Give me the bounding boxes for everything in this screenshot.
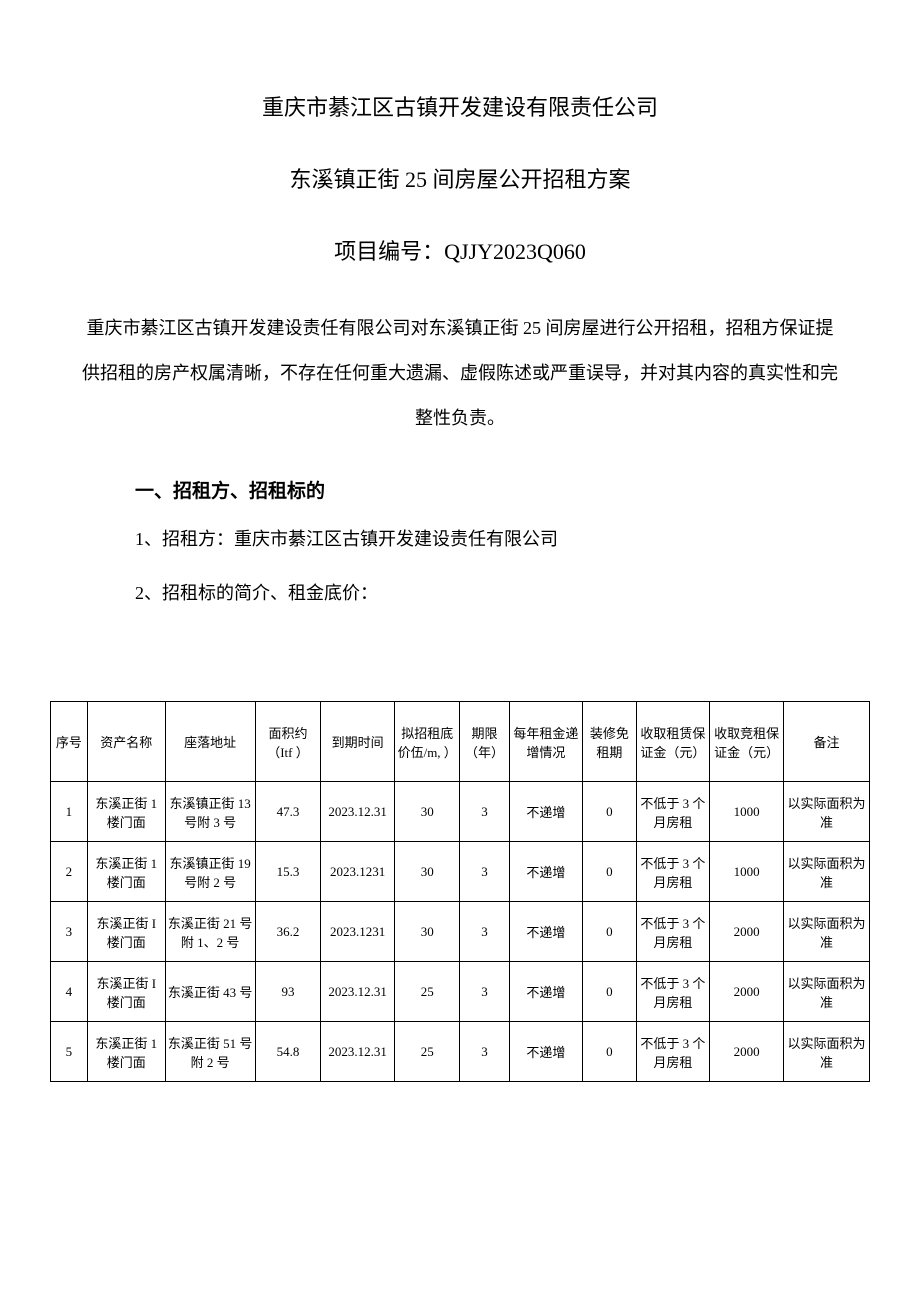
table-cell: 东溪正街 51 号附 2 号 <box>165 1022 255 1082</box>
table-cell: 2000 <box>710 902 784 962</box>
table-cell: 3 <box>460 782 509 842</box>
table-cell: 不递增 <box>509 962 583 1022</box>
doc-title: 东溪镇正街 25 间房屋公开招租方案 <box>50 162 870 194</box>
table-cell: 东溪正街 21 号附 1、2 号 <box>165 902 255 962</box>
table-header-row: 序号 资产名称 座落地址 面积约（Itf ） 到期时间 拟招租底价伍/m, ） … <box>51 702 870 782</box>
section-1-heading: 一、招租方、招租标的 <box>135 476 870 503</box>
table-cell: 3 <box>460 962 509 1022</box>
table-cell: 2000 <box>710 1022 784 1082</box>
col-header-expiry: 到期时间 <box>321 702 395 782</box>
table-row: 4东溪正街 I 楼门面东溪正街 43 号932023.12.31253不递增0不… <box>51 962 870 1022</box>
col-header-lease-deposit: 收取租赁保证金（元） <box>636 702 710 782</box>
table-cell: 东溪镇正街 13 号附 3 号 <box>165 782 255 842</box>
table-cell: 不低于 3 个月房租 <box>636 902 710 962</box>
col-header-address: 座落地址 <box>165 702 255 782</box>
project-number-label: 项目编号： <box>334 239 444 264</box>
table-cell: 3 <box>460 902 509 962</box>
table-cell: 2023.12.31 <box>321 782 395 842</box>
table-cell: 2 <box>51 842 88 902</box>
table-cell: 3 <box>460 842 509 902</box>
table-cell: 以实际面积为准 <box>783 902 869 962</box>
table-cell: 不低于 3 个月房租 <box>636 962 710 1022</box>
table-cell: 0 <box>583 902 636 962</box>
table-cell: 不递增 <box>509 1022 583 1082</box>
table-cell: 15.3 <box>255 842 321 902</box>
section-1-line-1: 1、招租方：重庆市綦江区古镇开发建设责任有限公司 <box>135 521 870 557</box>
table-cell: 3 <box>51 902 88 962</box>
org-name: 重庆市綦江区古镇开发建设有限责任公司 <box>50 90 870 122</box>
table-cell: 0 <box>583 782 636 842</box>
table-cell: 1000 <box>710 782 784 842</box>
table-cell: 4 <box>51 962 88 1022</box>
table-cell: 30 <box>394 842 460 902</box>
table-cell: 30 <box>394 902 460 962</box>
property-table: 序号 资产名称 座落地址 面积约（Itf ） 到期时间 拟招租底价伍/m, ） … <box>50 701 870 1082</box>
table-row: 2东溪正街 1 楼门面东溪镇正街 19 号附 2 号15.32023.12313… <box>51 842 870 902</box>
section-1-line-2: 2、招租标的简介、租金底价： <box>135 575 870 611</box>
table-header: 序号 资产名称 座落地址 面积约（Itf ） 到期时间 拟招租底价伍/m, ） … <box>51 702 870 782</box>
table-cell: 30 <box>394 782 460 842</box>
table-cell: 0 <box>583 1022 636 1082</box>
table-cell: 36.2 <box>255 902 321 962</box>
table-cell: 不低于 3 个月房租 <box>636 842 710 902</box>
table-body: 1东溪正街 1 楼门面东溪镇正街 13 号附 3 号47.32023.12.31… <box>51 782 870 1082</box>
col-header-term: 期限（年） <box>460 702 509 782</box>
col-header-seq: 序号 <box>51 702 88 782</box>
table-cell: 25 <box>394 1022 460 1082</box>
table-row: 3东溪正街 I 楼门面东溪正街 21 号附 1、2 号36.22023.1231… <box>51 902 870 962</box>
table-row: 5东溪正街 1 楼门面东溪正街 51 号附 2 号54.82023.12.312… <box>51 1022 870 1082</box>
table-cell: 以实际面积为准 <box>783 962 869 1022</box>
table-cell: 东溪正街 43 号 <box>165 962 255 1022</box>
table-cell: 54.8 <box>255 1022 321 1082</box>
table-cell: 47.3 <box>255 782 321 842</box>
table-cell: 2023.1231 <box>321 842 395 902</box>
table-cell: 1 <box>51 782 88 842</box>
table-cell: 以实际面积为准 <box>783 1022 869 1082</box>
table-cell: 2000 <box>710 962 784 1022</box>
table-cell: 3 <box>460 1022 509 1082</box>
table-cell: 东溪正街 I 楼门面 <box>87 962 165 1022</box>
table-cell: 不低于 3 个月房租 <box>636 782 710 842</box>
col-header-rent-free: 装修免租期 <box>583 702 636 782</box>
table-cell: 2023.12.31 <box>321 1022 395 1082</box>
table-cell: 2023.1231 <box>321 902 395 962</box>
table-cell: 东溪正街 1 楼门面 <box>87 782 165 842</box>
table-cell: 1000 <box>710 842 784 902</box>
table-cell: 不递增 <box>509 842 583 902</box>
table-cell: 东溪镇正街 19 号附 2 号 <box>165 842 255 902</box>
col-header-asset-name: 资产名称 <box>87 702 165 782</box>
col-header-area: 面积约（Itf ） <box>255 702 321 782</box>
col-header-increment: 每年租金递增情况 <box>509 702 583 782</box>
table-cell: 东溪正街 1 楼门面 <box>87 1022 165 1082</box>
table-cell: 93 <box>255 962 321 1022</box>
table-cell: 0 <box>583 842 636 902</box>
table-row: 1东溪正街 1 楼门面东溪镇正街 13 号附 3 号47.32023.12.31… <box>51 782 870 842</box>
table-cell: 5 <box>51 1022 88 1082</box>
table-cell: 25 <box>394 962 460 1022</box>
table-cell: 以实际面积为准 <box>783 782 869 842</box>
table-cell: 0 <box>583 962 636 1022</box>
col-header-bid-deposit: 收取竞租保证金（元） <box>710 702 784 782</box>
col-header-remark: 备注 <box>783 702 869 782</box>
table-cell: 不递增 <box>509 782 583 842</box>
table-cell: 不递增 <box>509 902 583 962</box>
table-cell: 东溪正街 I 楼门面 <box>87 902 165 962</box>
intro-paragraph: 重庆市綦江区古镇开发建设责任有限公司对东溪镇正街 25 间房屋进行公开招租，招租… <box>50 306 870 441</box>
table-cell: 东溪正街 1 楼门面 <box>87 842 165 902</box>
table-cell: 不低于 3 个月房租 <box>636 1022 710 1082</box>
table-cell: 以实际面积为准 <box>783 842 869 902</box>
property-table-wrapper: 序号 资产名称 座落地址 面积约（Itf ） 到期时间 拟招租底价伍/m, ） … <box>50 701 870 1082</box>
table-cell: 2023.12.31 <box>321 962 395 1022</box>
col-header-base-price: 拟招租底价伍/m, ） <box>394 702 460 782</box>
project-number: 项目编号：QJJY2023Q060 <box>50 234 870 266</box>
project-number-value: QJJY2023Q060 <box>444 239 586 264</box>
